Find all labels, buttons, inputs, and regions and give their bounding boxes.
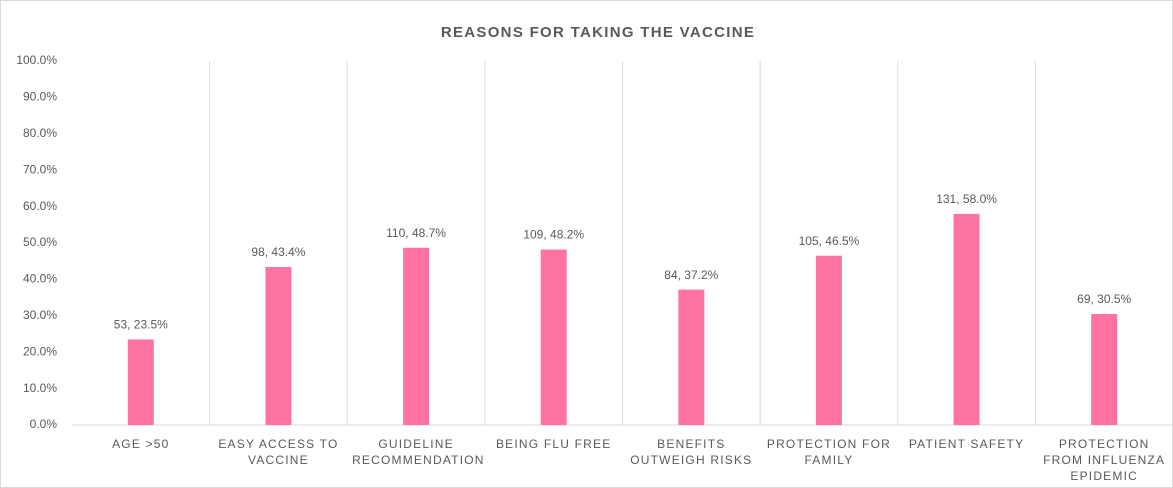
value-label: 110, 48.7% bbox=[386, 226, 446, 240]
y-tick-label: 0.0% bbox=[30, 417, 58, 431]
y-tick-label: 40.0% bbox=[23, 272, 57, 286]
x-tick-label: EASY ACCESS TO VACCINE bbox=[218, 437, 339, 467]
value-label: 69, 30.5% bbox=[1077, 292, 1131, 306]
y-tick-label: 80.0% bbox=[23, 126, 57, 140]
bar bbox=[678, 289, 705, 425]
bar bbox=[1091, 313, 1118, 425]
value-label: 131, 58.0% bbox=[936, 192, 997, 206]
value-label: 105, 46.5% bbox=[799, 234, 860, 248]
value-label: 109, 48.2% bbox=[523, 228, 584, 242]
y-tick-label: 30.0% bbox=[23, 308, 57, 322]
bar bbox=[540, 249, 567, 425]
value-label: 84, 37.2% bbox=[664, 268, 718, 282]
bar bbox=[265, 267, 292, 425]
chart-title: REASONS FOR TAKING THE VACCINE bbox=[441, 24, 755, 41]
y-tick-label: 10.0% bbox=[23, 381, 57, 395]
bar bbox=[127, 339, 154, 425]
x-tick-label: BEING FLU FREE bbox=[495, 437, 612, 451]
x-tick-label: PATIENT SAFETY bbox=[908, 437, 1025, 451]
x-tick-label: PROTECTION FOR FAMILY bbox=[766, 437, 891, 467]
y-tick-label: 20.0% bbox=[23, 344, 57, 358]
y-tick-label: 100.0% bbox=[16, 53, 57, 67]
x-tick-label: BENEFITS OUTWEIGH RISKS bbox=[630, 437, 753, 467]
bar bbox=[953, 213, 980, 425]
y-tick-label: 60.0% bbox=[23, 199, 57, 213]
bar bbox=[403, 247, 430, 425]
y-tick-label: 90.0% bbox=[23, 90, 57, 104]
x-tick-label: PROTECTION FROM INFLUENZA EPIDEMIC bbox=[1043, 437, 1166, 483]
y-tick-label: 50.0% bbox=[23, 235, 57, 249]
bar bbox=[815, 255, 842, 425]
value-label: 53, 23.5% bbox=[114, 318, 168, 332]
value-label: 98, 43.4% bbox=[251, 245, 305, 259]
x-tick-label: GUIDELINE RECOMMENDATION bbox=[352, 437, 485, 467]
x-tick-label: AGE >50 bbox=[112, 437, 170, 451]
y-tick-label: 70.0% bbox=[23, 162, 57, 176]
